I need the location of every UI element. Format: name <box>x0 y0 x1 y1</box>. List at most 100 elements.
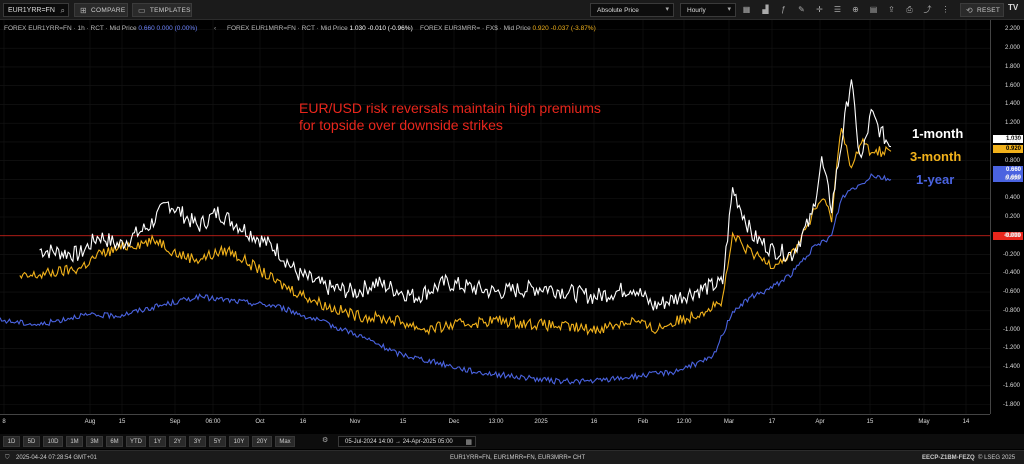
x-tick-label: 2025 <box>534 419 548 425</box>
x-tick-label: Apr <box>815 419 825 425</box>
interval-select[interactable]: Hourly ▾ <box>680 3 736 17</box>
date-range-value: 05-Jul-2024 14:00 → 24-Apr-2025 05:00 <box>345 438 453 445</box>
range-button-1m[interactable]: 1M <box>66 436 83 447</box>
ric-input[interactable]: EUR1YRR=FN ⌕ <box>3 3 69 17</box>
legend-1-month-values: 1.030 -0.010 (-0.96%) <box>349 25 413 32</box>
status-rics: EUR1YRR=FN, EUR1MRR=FN, EUR3MRR= CHT <box>450 455 586 461</box>
y-tick-label: 0.800 <box>1004 157 1020 164</box>
x-axis[interactable]: 8 Aug 15 Sep 06:00 Oct 16 Nov 15 Dec 13:00 2025 16 Fe… <box>0 414 990 434</box>
range-button-5d[interactable]: 5D <box>23 436 40 447</box>
search-icon[interactable]: ⌕ <box>60 6 65 15</box>
range-button-5y[interactable]: 5Y <box>209 436 226 447</box>
y-tick-label: 2.000 <box>1004 45 1020 52</box>
y-tick-label: 0.000 <box>1004 232 1020 239</box>
x-tick-label: Sep <box>169 419 181 425</box>
legend-series-1-month[interactable]: FOREX EUR1MRR=FN · RCT · Mid Price 1.030… <box>227 25 413 32</box>
series-label-1-month: 1-month <box>912 126 964 141</box>
y-tick-label: 0.200 <box>1004 214 1020 220</box>
reset-button[interactable]: ⟲ RESET <box>960 3 1004 17</box>
series-line-3-month <box>19 128 892 336</box>
compare-button[interactable]: ⊞ COMPARE <box>74 3 128 17</box>
zoom-icon[interactable]: ⊕ <box>852 5 859 14</box>
range-button-1d[interactable]: 1D <box>3 436 20 447</box>
y-tick-label: -1.600 <box>1002 382 1020 389</box>
legend-1-year-label: FOREX EUR1YRR=FN · 1h · RCT · Mid Price <box>4 25 137 32</box>
x-tick-label: 15 <box>866 419 874 425</box>
range-button-20y[interactable]: 20Y <box>252 436 272 447</box>
range-button-2y[interactable]: 2Y <box>169 436 186 447</box>
y-tick-label: -0.800 <box>1002 307 1020 314</box>
legend: FOREX EUR1YRR=FN · 1h · RCT · Mid Price … <box>0 22 990 36</box>
legend-icon[interactable]: ☰ <box>833 5 842 14</box>
y-tick-label: 1.800 <box>1004 63 1020 70</box>
y-tick-label: -0.600 <box>1002 289 1020 296</box>
range-button-6m[interactable]: 6M <box>106 436 123 447</box>
series-line-1-month <box>39 79 892 311</box>
y-tick-label: -1.200 <box>1002 345 1020 352</box>
share-icon[interactable]: ⤴ <box>923 5 932 14</box>
range-button-1y[interactable]: 1Y <box>149 436 166 447</box>
draw-icon[interactable]: ✎ <box>798 5 805 14</box>
zero-line-tag: -0.000 <box>993 231 1023 240</box>
legend-series-3-month[interactable]: FOREX EUR3MRR= · FX$ · Mid Price 0.920 -… <box>420 25 596 32</box>
legend-3-month-label: FOREX EUR3MRR= · FX$ · Mid Price <box>420 25 531 32</box>
chart-annotation: EUR/USD risk reversals maintain high pre… <box>299 100 601 134</box>
y-tick-label: -1.400 <box>1002 364 1020 371</box>
y-tick-label: 0.600 <box>1004 176 1020 183</box>
more-icon[interactable]: ⋮ <box>941 5 950 14</box>
reset-icon: ⟲ <box>966 5 974 15</box>
interval-value: Hourly <box>687 6 706 14</box>
calendar-icon[interactable]: ▦ <box>742 5 751 14</box>
x-tick-label: 8 <box>2 419 6 425</box>
y-axis[interactable]: 1.030 0.920 0.660 0.660 -0.000 2.200 2.00… <box>990 20 1024 414</box>
status-time: 2025-04-24 07:28:54 GMT+01 <box>16 455 97 461</box>
y-tick-label: 1.000 <box>1004 138 1020 145</box>
last-value-tag-1-year: 0.660 <box>993 165 1023 174</box>
templates-button[interactable]: ▭ TEMPLATES <box>132 3 192 17</box>
y-tick-label: -1.000 <box>1002 326 1020 333</box>
studies-icon[interactable]: ƒ <box>781 5 786 14</box>
range-button-10y[interactable]: 10Y <box>229 436 249 447</box>
range-button-max[interactable]: Max <box>275 436 295 447</box>
print-icon[interactable]: ⎙ <box>906 4 913 14</box>
series-line-1-year <box>0 173 892 386</box>
x-tick-label: 14 <box>962 419 970 425</box>
x-tick-label: May <box>918 419 930 425</box>
range-bar: 05-Jul-2024 14:00 → 24-Apr-2025 05:00 ▦ … <box>0 434 1024 449</box>
layout-icon[interactable]: ▤ <box>869 5 878 14</box>
chart-type-icon[interactable]: ▟ <box>762 5 769 14</box>
series-label-3-month: 3-month <box>910 149 962 164</box>
chevron-down-icon: ▾ <box>665 6 669 13</box>
chart-plot[interactable] <box>0 20 990 414</box>
templates-label: TEMPLATES <box>149 6 191 14</box>
legend-prev-icon[interactable]: ‹ <box>214 25 217 32</box>
tradingview-logo: TV <box>1008 3 1019 12</box>
y-tick-label: 0.400 <box>1004 195 1020 202</box>
compare-label: COMPARE <box>91 6 126 14</box>
range-button-3y[interactable]: 3Y <box>189 436 206 447</box>
range-button-ytd[interactable]: YTD <box>126 436 146 447</box>
settings-icon[interactable]: ⚙ <box>322 437 329 444</box>
legend-1-year-values: 0.660 0.000 (0.00%) <box>138 25 198 32</box>
range-button-10d[interactable]: 10D <box>43 436 63 447</box>
crosshair-icon[interactable]: ✛ <box>816 5 823 14</box>
ric-value: EUR1YRR=FN <box>8 6 55 14</box>
range-button-3m[interactable]: 3M <box>86 436 103 447</box>
last-value-tag-3-month: 0.920 <box>993 145 1023 154</box>
legend-3-month-values: 0.920 -0.037 (-3.87%) <box>532 25 596 32</box>
legend-1-month-label: FOREX EUR1MRR=FN · RCT · Mid Price <box>227 25 348 32</box>
price-type-select[interactable]: Absolute Price ▾ <box>590 3 674 17</box>
annotation-line-2: for topside over downside strikes <box>299 117 503 133</box>
x-tick-label: 17 <box>768 419 776 425</box>
last-value-tag-1-year-2: 0.660 <box>993 173 1023 182</box>
x-tick-label: Dec <box>448 419 460 425</box>
calendar-icon[interactable]: ▦ <box>465 439 472 446</box>
y-tick-label: 1.600 <box>1004 82 1020 89</box>
x-tick-label: 06:00 <box>205 419 221 425</box>
export-icon[interactable]: ⇪ <box>888 5 895 14</box>
date-range-input[interactable]: 05-Jul-2024 14:00 → 24-Apr-2025 05:00 ▦ <box>338 436 476 447</box>
x-tick-label: 13:00 <box>488 419 504 425</box>
legend-series-1-year[interactable]: FOREX EUR1YRR=FN · 1h · RCT · Mid Price … <box>4 25 197 32</box>
grid <box>0 20 990 414</box>
reset-label: RESET <box>977 6 1001 14</box>
